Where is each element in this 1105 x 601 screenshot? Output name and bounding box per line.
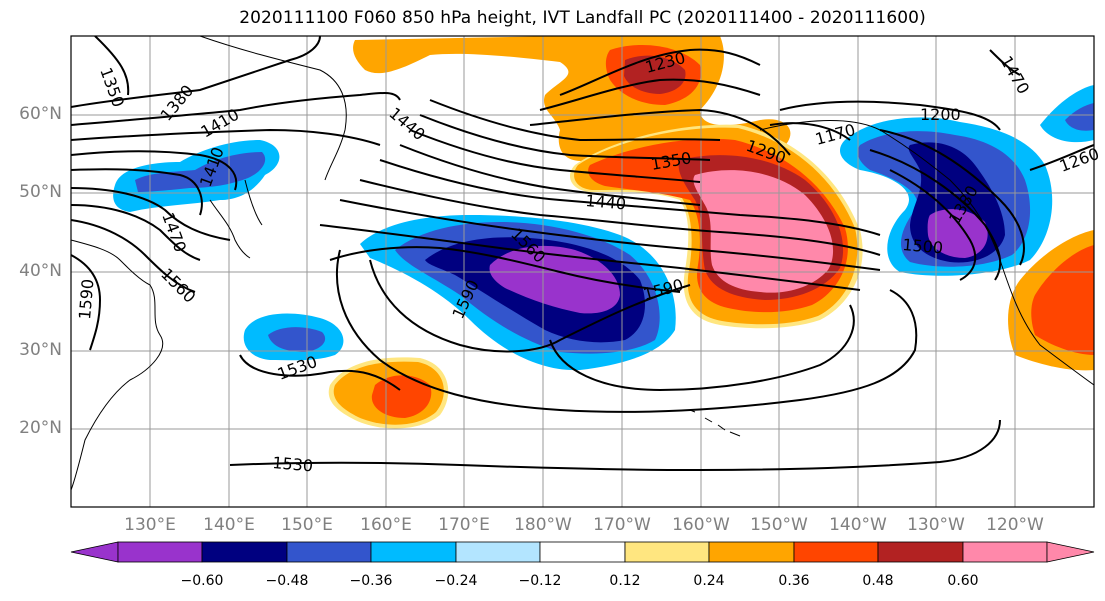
- longitude-label: 170°W: [593, 515, 651, 535]
- colorbar: [70, 541, 1095, 563]
- contour-ne-group-1: [879, 129, 1025, 266]
- contour-1230: [559, 48, 761, 96]
- asia-coastline: [71, 239, 164, 491]
- latitude-label: 50°N: [19, 182, 62, 202]
- contour-1260-ne: [1029, 144, 1094, 171]
- hawaii-islands: [689, 409, 741, 437]
- contour-1500-mid: [339, 199, 881, 271]
- contour-ne-group-2: [869, 149, 1002, 281]
- contour-1470-b: [71, 168, 203, 216]
- colorbar-tick-label: −0.60: [180, 573, 224, 589]
- colorbar-segment: [286, 541, 372, 563]
- latitude-label: 20°N: [19, 418, 62, 438]
- contour-1590-south: [549, 304, 855, 392]
- contour-1560-mid: [329, 246, 681, 293]
- longitude-label: 160°W: [672, 515, 730, 535]
- colorbar-segment: [455, 541, 541, 563]
- colorbar-segment: [117, 541, 203, 563]
- contour-1530-south: [239, 354, 401, 391]
- colorbar-tick-label: −0.36: [349, 573, 393, 589]
- contour-1410: [71, 92, 401, 126]
- colorbar-tick-label: 0.24: [693, 573, 725, 589]
- longitude-label: 140°E: [203, 515, 255, 535]
- contour-1350-nw: [94, 36, 130, 96]
- japan-coastline: [209, 179, 263, 259]
- contour-label: 1590: [75, 278, 97, 320]
- latitude-label: 60°N: [19, 104, 62, 124]
- graticule: [71, 36, 1094, 507]
- longitude-label: 140°W: [829, 515, 887, 535]
- longitude-label: 170°E: [438, 515, 490, 535]
- latitude-label: 40°N: [19, 261, 62, 281]
- longitude-label: 150°W: [750, 515, 808, 535]
- contour-1440-a: [71, 128, 381, 146]
- contour-1530-bottom: [229, 419, 1001, 472]
- colorbar-tick-label: 0.12: [609, 573, 641, 589]
- contour-1590-w: [71, 254, 102, 351]
- longitude-label: 150°E: [281, 515, 333, 535]
- contour-1290: [529, 108, 791, 156]
- contour-1470-ne: [989, 49, 1021, 76]
- ivt-shading: [113, 36, 1094, 429]
- contour-1560-w: [71, 219, 196, 293]
- colorbar-extend-high: [1046, 541, 1095, 563]
- colorbar-extend-low: [70, 541, 119, 563]
- contour-1380-mid: [409, 129, 701, 183]
- latitude-label: 30°N: [19, 340, 62, 360]
- longitude-label: 130°E: [124, 515, 176, 535]
- map-frame: [70, 35, 1095, 508]
- longitude-label: 120°W: [986, 515, 1044, 535]
- contour-1590-high: [369, 259, 691, 353]
- longitude-label: 180°W: [514, 515, 572, 535]
- contour-1560-south: [336, 249, 918, 413]
- colorbar-segment: [624, 541, 710, 563]
- colorbar-tick-label: 0.60: [947, 573, 979, 589]
- colorbar-tick-label: −0.12: [518, 573, 562, 589]
- contour-1170: [769, 122, 851, 141]
- contour-1470-mid: [359, 179, 881, 256]
- north-america-coastline: [759, 120, 1094, 386]
- contour-1350-mid: [419, 114, 711, 161]
- contour-1500: [71, 187, 231, 241]
- contour-1260-north: [539, 78, 761, 111]
- contour-1320: [429, 99, 721, 142]
- colorbar-segment: [370, 541, 457, 563]
- colorbar-segment: [539, 541, 626, 563]
- contour-1470-a: [71, 150, 238, 191]
- contour-ne-group-3: [889, 169, 977, 281]
- contour-1200: [779, 100, 1001, 131]
- colorbar-segment: [962, 541, 1048, 563]
- colorbar-tick-label: −0.24: [434, 573, 478, 589]
- longitude-label: 160°E: [360, 515, 412, 535]
- contour-label: 1530: [272, 453, 314, 475]
- colorbar-segment: [877, 541, 964, 563]
- colorbar-tick-label: −0.48: [265, 573, 309, 589]
- contour-1410-mid: [399, 144, 701, 206]
- colorbar-tick-label: 0.48: [862, 573, 894, 589]
- colorbar-segment: [708, 541, 795, 563]
- longitude-label: 130°W: [907, 515, 965, 535]
- contour-label: 1200: [920, 105, 961, 124]
- contour-1530-mid: [319, 224, 861, 291]
- colorbar-segment: [793, 541, 879, 563]
- map-title: 2020111100 F060 850 hPa height, IVT Land…: [239, 8, 926, 28]
- contour-1530-a: [71, 204, 201, 261]
- coastlines: [71, 36, 1094, 491]
- contour-1380: [71, 36, 321, 108]
- colorbar-segment: [201, 541, 288, 563]
- colorbar-tick-label: 0.36: [778, 573, 810, 589]
- contour-label: 1500: [902, 235, 944, 257]
- asia-north-coastline: [199, 36, 347, 181]
- contour-1440-mid: [379, 159, 881, 236]
- contour-label: 1440: [585, 191, 627, 213]
- height-contours: [71, 36, 1094, 472]
